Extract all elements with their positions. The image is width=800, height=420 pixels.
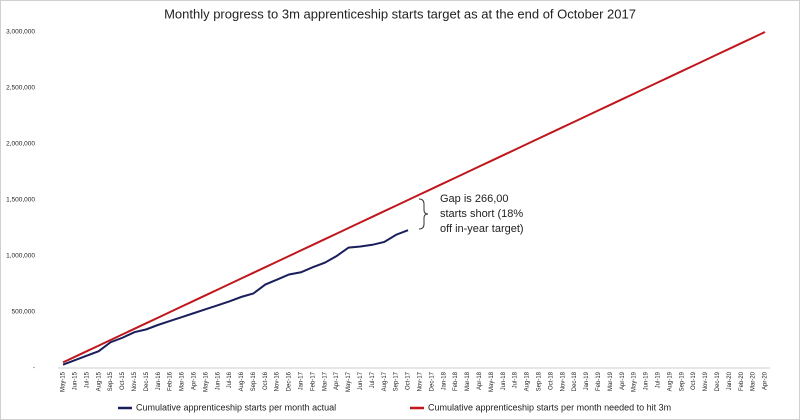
x-tick-label: Apr-19 [620, 371, 626, 390]
x-tick-label: Apr-18 [477, 371, 483, 390]
x-tick-label: Jan-20 [727, 371, 733, 390]
x-tick-label: Apr-16 [191, 371, 197, 390]
x-tick-label: Mar-16 [180, 371, 186, 391]
x-tick-label: May-18 [489, 371, 495, 392]
legend-label: Cumulative apprenticeship starts per mon… [136, 402, 336, 412]
x-tick-label: Aug-16 [239, 371, 245, 391]
x-tick-label: May-19 [632, 371, 638, 392]
x-tick-label: Dec-16 [287, 371, 293, 391]
x-tick-label: Apr-20 [763, 371, 769, 390]
x-tick-label: Oct-19 [691, 371, 697, 390]
legend-label: Cumulative apprenticeship starts per mon… [428, 402, 671, 412]
x-tick-label: Aug-17 [382, 371, 388, 391]
y-tick-label: 1,500,000 [6, 197, 35, 204]
x-tick-label: Nov-15 [132, 371, 138, 391]
x-tick-label: May-17 [346, 371, 352, 392]
x-tick-label: Nov-18 [560, 371, 566, 391]
x-tick-label: Jul-15 [84, 371, 90, 388]
x-tick-label: Jan-17 [299, 371, 305, 390]
x-tick-label: Aug-18 [525, 371, 531, 391]
x-tick-label: Apr-17 [334, 371, 340, 390]
series-line [62, 31, 766, 364]
x-tick-label: Jul-17 [370, 371, 376, 388]
x-tick-label: Feb-16 [168, 371, 174, 391]
x-tick-label: Oct-16 [263, 371, 269, 390]
x-tick-label: Dec-18 [572, 371, 578, 391]
x-tick-label: Jun-19 [644, 371, 650, 390]
x-tick-label: Nov-19 [703, 371, 709, 391]
x-tick-label: Dec-15 [144, 371, 150, 391]
x-tick-label: Mar-17 [322, 371, 328, 391]
x-tick-label: Jun-17 [358, 371, 364, 390]
x-tick-label: Oct-15 [120, 371, 126, 390]
x-tick-label: Jul-16 [227, 371, 233, 388]
x-tick-label: Dec-17 [429, 371, 435, 391]
x-tick-label: Mar-19 [608, 371, 614, 391]
y-tick-label: 1,000,000 [6, 253, 35, 260]
x-tick-label: Jul-19 [655, 371, 661, 388]
x-tick-label: May-16 [203, 371, 209, 392]
annotation: off in-year target) [440, 223, 524, 235]
x-tick-label: Sep-19 [679, 371, 685, 391]
x-tick-label: Mar-18 [465, 371, 471, 391]
x-tick-label: Oct-17 [406, 371, 412, 390]
x-tick-label: Jun-16 [215, 371, 221, 390]
x-tick-label: Jan-19 [584, 371, 590, 390]
x-tick-label: Jun-15 [72, 371, 78, 390]
y-tick-label: 500,000 [12, 309, 36, 316]
x-tick-label: Sep-15 [108, 371, 114, 391]
x-tick-label: Mar-20 [751, 371, 757, 391]
y-tick-label: 3,000,000 [6, 29, 35, 36]
x-tick-label: Sep-18 [537, 371, 543, 391]
y-tick-label: - [33, 365, 35, 372]
annotation: Gap is 266,00 [440, 193, 509, 205]
series-line [62, 229, 409, 366]
x-tick-label: Nov-16 [275, 371, 281, 391]
y-tick-label: 2,500,000 [6, 85, 35, 92]
x-tick-label: Dec-19 [715, 371, 721, 391]
x-tick-label: Feb-18 [453, 371, 459, 391]
x-tick-label: Feb-17 [310, 371, 316, 391]
x-tick-label: Feb-20 [739, 371, 745, 391]
x-tick-label: Sep-16 [251, 371, 257, 391]
x-tick-label: Nov-17 [418, 371, 424, 391]
x-tick-label: Jul-18 [513, 371, 519, 388]
x-tick-label: Jan-18 [441, 371, 447, 390]
chart-title: Monthly progress to 3m apprenticeship st… [164, 6, 636, 21]
x-tick-label: Oct-18 [548, 371, 554, 390]
x-tick-label: Sep-17 [394, 371, 400, 391]
annotation: starts short (18% [440, 208, 523, 220]
x-tick-label: Feb-19 [596, 371, 602, 391]
x-tick-label: Jan-16 [156, 371, 162, 390]
gap-brace [418, 198, 429, 230]
x-tick-label: Aug-15 [96, 371, 102, 391]
x-tick-label: May-15 [61, 371, 67, 392]
x-tick-label: Aug-19 [667, 371, 673, 391]
y-tick-label: 2,000,000 [6, 141, 35, 148]
x-tick-label: Jun-18 [501, 371, 507, 390]
